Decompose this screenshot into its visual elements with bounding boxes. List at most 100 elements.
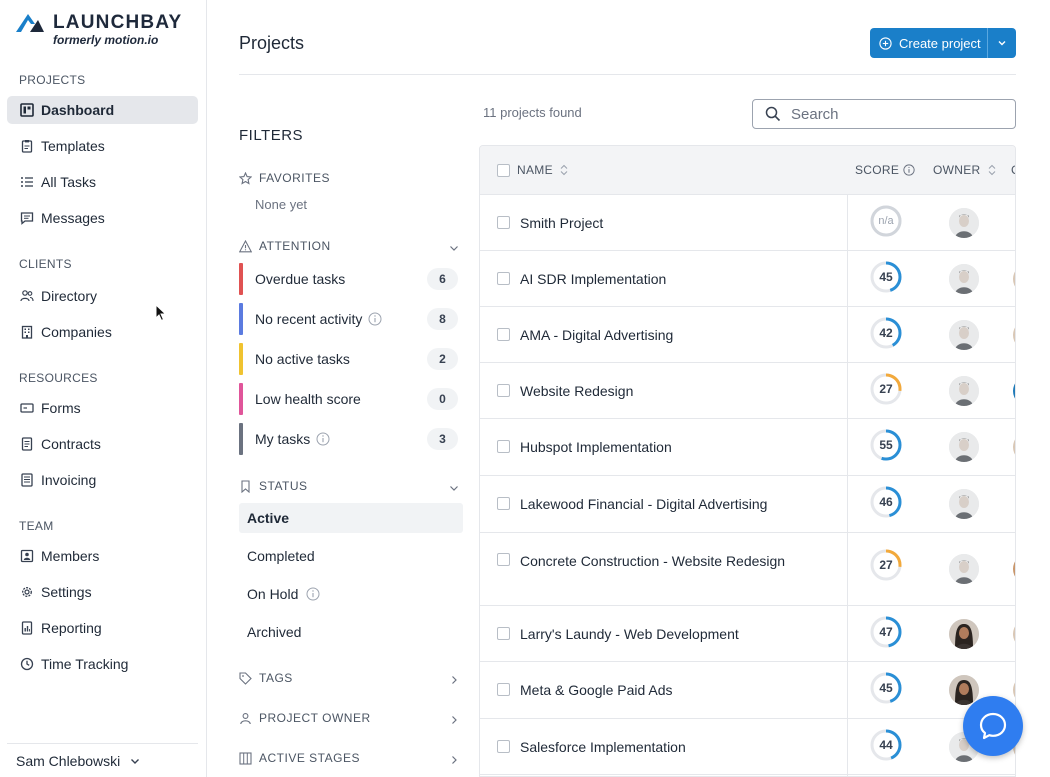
info-icon[interactable] (306, 587, 320, 601)
nav-item-messages[interactable]: Messages (7, 204, 198, 232)
project-name-link[interactable]: Hubspot Implementation (520, 439, 672, 455)
status-filter-active[interactable]: Active (239, 503, 463, 533)
select-all-checkbox[interactable] (497, 164, 510, 177)
row-checkbox[interactable] (497, 328, 510, 341)
row-checkbox[interactable] (497, 497, 510, 510)
table-row[interactable]: Lakewood Financial - Digital Advertising… (480, 476, 1015, 533)
row-checkbox[interactable] (497, 683, 510, 696)
project-name-link[interactable]: AI SDR Implementation (520, 271, 667, 287)
owner-avatar[interactable] (949, 208, 979, 238)
health-score-value: 45 (879, 681, 893, 695)
nav-item-forms[interactable]: Forms (7, 394, 198, 422)
nav-label: Reporting (41, 620, 102, 636)
row-checkbox[interactable] (497, 440, 510, 453)
attention-filter-no-active-tasks[interactable]: No active tasks 2 (239, 343, 460, 375)
table-row[interactable]: AMA - Digital Advertising 42 (480, 307, 1015, 363)
row-checkbox[interactable] (497, 553, 510, 566)
table-row[interactable]: Website Redesign 27 (480, 363, 1015, 419)
nav-item-reporting[interactable]: Reporting (7, 614, 198, 642)
column-header-score[interactable]: SCORE (855, 163, 915, 177)
search-input[interactable] (791, 105, 991, 123)
filter-attention-label: ATTENTION (259, 239, 331, 253)
clipped-avatar[interactable] (1013, 264, 1015, 294)
status-filter-completed[interactable]: Completed (239, 541, 463, 571)
user-menu[interactable]: Sam Chlebowski (7, 743, 198, 777)
attention-filter-low-health-score[interactable]: Low health score 0 (239, 383, 460, 415)
table-row[interactable]: Concrete Construction - Website Redesign… (480, 533, 1015, 606)
status-filter-archived[interactable]: Archived (239, 617, 463, 647)
project-name-link[interactable]: Larry's Laundy - Web Development (520, 626, 739, 642)
filter-project-owner-header[interactable]: PROJECT OWNER (239, 711, 459, 725)
brand-subtitle: formerly motion.io (53, 33, 159, 47)
clipped-avatar[interactable] (1013, 320, 1015, 350)
clipped-avatar[interactable] (1013, 619, 1015, 649)
column-header-clipped[interactable]: C (1011, 163, 1015, 177)
filter-tags-header[interactable]: TAGS (239, 671, 459, 685)
status-filter-on-hold[interactable]: On Hold (239, 579, 463, 609)
help-chat-button[interactable] (963, 696, 1023, 756)
project-name-link[interactable]: Meta & Google Paid Ads (520, 682, 673, 698)
info-icon[interactable] (903, 164, 915, 176)
nav-item-settings[interactable]: Settings (7, 578, 198, 606)
create-project-button[interactable]: Create project (870, 28, 987, 58)
table-row[interactable]: Meta & Google Paid Ads 45 (480, 662, 1015, 719)
nav-item-members[interactable]: Members (7, 542, 198, 570)
nav-item-time-tracking[interactable]: Time Tracking (7, 650, 198, 678)
owner-avatar[interactable] (949, 376, 979, 406)
row-checkbox[interactable] (497, 272, 510, 285)
row-checkbox[interactable] (497, 740, 510, 753)
attention-filter-my-tasks[interactable]: My tasks 3 (239, 423, 460, 455)
nav-item-invoicing[interactable]: Invoicing (7, 466, 198, 494)
row-checkbox[interactable] (497, 384, 510, 397)
project-name-link[interactable]: Lakewood Financial - Digital Advertising (520, 496, 768, 512)
project-name-link[interactable]: Smith Project (520, 215, 604, 231)
sidebar: LAUNCHBAY formerly motion.io PROJECTS Da… (0, 0, 207, 777)
row-checkbox[interactable] (497, 216, 510, 229)
attention-filter-overdue-tasks[interactable]: Overdue tasks 6 (239, 263, 460, 295)
project-name-link[interactable]: Website Redesign (520, 383, 634, 399)
sort-icon (560, 164, 568, 176)
nav-item-dashboard[interactable]: Dashboard (7, 96, 198, 124)
row-checkbox[interactable] (497, 627, 510, 640)
filter-favorites-label: FAVORITES (259, 171, 330, 185)
owner-avatar[interactable] (949, 489, 979, 519)
create-project-dropdown-button[interactable] (987, 28, 1016, 58)
owner-avatar[interactable] (949, 675, 979, 705)
attention-filter-no-recent-activity[interactable]: No recent activity 8 (239, 303, 460, 335)
filter-active-stages-header[interactable]: ACTIVE STAGES (239, 751, 459, 765)
column-header-name[interactable]: NAME (517, 163, 569, 177)
filter-attention-header[interactable]: ATTENTION (239, 239, 459, 253)
owner-avatar[interactable] (949, 264, 979, 294)
clipped-avatar[interactable] (1013, 376, 1015, 406)
table-row[interactable]: Hubspot Implementation 55 (480, 419, 1015, 476)
nav-label: Forms (41, 400, 81, 416)
nav-item-templates[interactable]: Templates (7, 132, 198, 160)
owner-avatar[interactable] (949, 554, 979, 584)
nav-item-contracts[interactable]: Contracts (7, 430, 198, 458)
table-row[interactable]: Larry's Laundy - Web Development 47 (480, 606, 1015, 662)
clipped-avatar[interactable] (1013, 432, 1015, 462)
table-row[interactable]: AI SDR Implementation 45 (480, 251, 1015, 307)
nav-item-directory[interactable]: Directory (7, 282, 198, 310)
column-header-name-label: NAME (517, 163, 553, 177)
owner-avatar[interactable] (949, 320, 979, 350)
owner-avatar[interactable] (949, 619, 979, 649)
filter-favorites-header[interactable]: FAVORITES (239, 171, 459, 185)
column-header-owner[interactable]: OWNER (933, 163, 997, 177)
nav-item-companies[interactable]: Companies (7, 318, 198, 346)
table-row[interactable]: Salesforce Implementation 44 (480, 719, 1015, 775)
owner-avatar[interactable] (949, 432, 979, 462)
project-name-link[interactable]: AMA - Digital Advertising (520, 327, 674, 343)
nav-item-all-tasks[interactable]: All Tasks (7, 168, 198, 196)
info-icon[interactable] (316, 432, 330, 446)
create-project-button-group: Create project (870, 28, 1016, 58)
health-score-ring: 45 (870, 261, 902, 293)
filter-status-header[interactable]: STATUS (239, 479, 459, 493)
clipped-avatar[interactable] (1013, 675, 1015, 705)
clipped-avatar[interactable] (1013, 554, 1015, 584)
info-icon[interactable] (368, 312, 382, 326)
table-row[interactable]: Smith Project n/a (480, 195, 1015, 251)
project-name-link[interactable]: Concrete Construction - Website Redesign (520, 553, 786, 569)
project-name-link[interactable]: Salesforce Implementation (520, 739, 686, 755)
attention-label: Low health score (255, 391, 361, 407)
